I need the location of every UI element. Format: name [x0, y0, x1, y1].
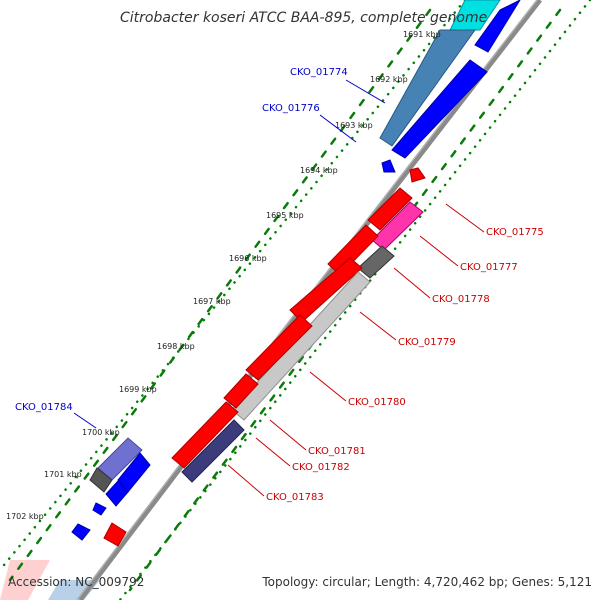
gene-slate-cko-01783[interactable] — [181, 419, 245, 483]
gene-blue-cko-01776[interactable] — [391, 59, 488, 159]
gene-labels-forward: CKO_01774 CKO_01776 CKO_01784 — [15, 67, 348, 413]
feature-pale-pink — [0, 560, 50, 600]
gene-label-cko-01783[interactable]: CKO_01783 — [266, 492, 324, 503]
leader-cko-01778 — [393, 267, 431, 299]
leader-cko-01782 — [255, 437, 291, 467]
leader-cko-01783 — [227, 464, 265, 497]
tick-label: 1694 kbp — [300, 166, 338, 175]
genome-title: Citrobacter koseri ATCC BAA-895, complet… — [120, 10, 487, 26]
gene-blue-top[interactable] — [474, 0, 521, 53]
gene-label-cko-01774[interactable]: CKO_01774 — [290, 67, 348, 78]
gene-labels-reverse: CKO_01775 CKO_01777 CKO_01778 CKO_01779 … — [266, 227, 544, 503]
tick-label: 1701 kbp — [44, 470, 82, 479]
kbp-ticks: 1691 kbp 1692 kbp 1693 kbp 1694 kbp 1695… — [6, 30, 441, 521]
gene-red-cko-01781[interactable] — [223, 373, 259, 409]
tick-label: 1697 kbp — [193, 297, 231, 306]
accession-text: Accession: NC_009792 — [8, 575, 145, 589]
leader-cko-01774 — [345, 79, 386, 104]
gene-label-cko-01780[interactable]: CKO_01780 — [348, 397, 406, 408]
gene-blue-left-3[interactable] — [92, 502, 107, 516]
gene-steel-cko-01774[interactable] — [379, 29, 476, 147]
tick-label: 1691 kbp — [403, 30, 441, 39]
gene-red-cko-01782[interactable] — [171, 401, 239, 469]
gene-label-cko-01777[interactable]: CKO_01777 — [460, 262, 518, 273]
gene-label-cko-01782[interactable]: CKO_01782 — [292, 462, 350, 473]
guide-middle — [118, 0, 592, 600]
feature-pale-blue — [48, 580, 100, 600]
forward-genes — [71, 0, 521, 541]
gene-label-cko-01779[interactable]: CKO_01779 — [398, 337, 456, 348]
reverse-genes — [103, 167, 426, 547]
tick-label: 1696 kbp — [229, 254, 267, 263]
leader-cko-01776 — [319, 114, 357, 143]
gene-blue-small[interactable] — [381, 159, 396, 173]
gene-red-cko-01775[interactable] — [367, 187, 413, 231]
gene-red-small-top[interactable] — [409, 167, 426, 183]
gene-red-cko-01780[interactable] — [245, 314, 313, 381]
gene-gray-left[interactable] — [89, 467, 113, 493]
gene-cyan-arrow[interactable] — [449, 0, 501, 31]
leader-cko-01781 — [269, 419, 307, 451]
gene-label-cko-01781[interactable]: CKO_01781 — [308, 446, 366, 457]
guide-dash-b — [8, 8, 432, 582]
leader-cko-01777 — [419, 235, 459, 267]
tick-label: 1698 kbp — [157, 342, 195, 351]
tick-label: 1695 kbp — [266, 211, 304, 220]
leader-cko-01780 — [309, 371, 347, 402]
tick-label: 1699 kbp — [119, 385, 157, 394]
gene-gray-cko-01778[interactable] — [357, 245, 395, 279]
topology-text: Topology: circular; Length: 4,720,462 bp… — [262, 575, 592, 589]
gene-red-bottom[interactable] — [103, 522, 127, 547]
tick-label: 1693 kbp — [335, 121, 373, 130]
gene-label-cko-01776[interactable]: CKO_01776 — [262, 103, 320, 114]
gene-blue-left-4[interactable] — [71, 523, 91, 541]
gene-blue-left-2[interactable] — [105, 480, 129, 507]
leader-cko-01779 — [359, 311, 397, 341]
label-leaders — [73, 79, 485, 497]
leader-cko-01775 — [445, 203, 485, 233]
gene-label-cko-01784[interactable]: CKO_01784 — [15, 402, 73, 413]
leader-cko-01784 — [73, 412, 97, 429]
tick-label: 1702 kbp — [6, 512, 44, 521]
tick-label: 1700 kbp — [82, 428, 120, 437]
guide-inner — [0, 0, 467, 572]
gene-label-cko-01775[interactable]: CKO_01775 — [486, 227, 544, 238]
gene-label-cko-01778[interactable]: CKO_01778 — [432, 294, 490, 305]
tick-label: 1692 kbp — [370, 75, 408, 84]
